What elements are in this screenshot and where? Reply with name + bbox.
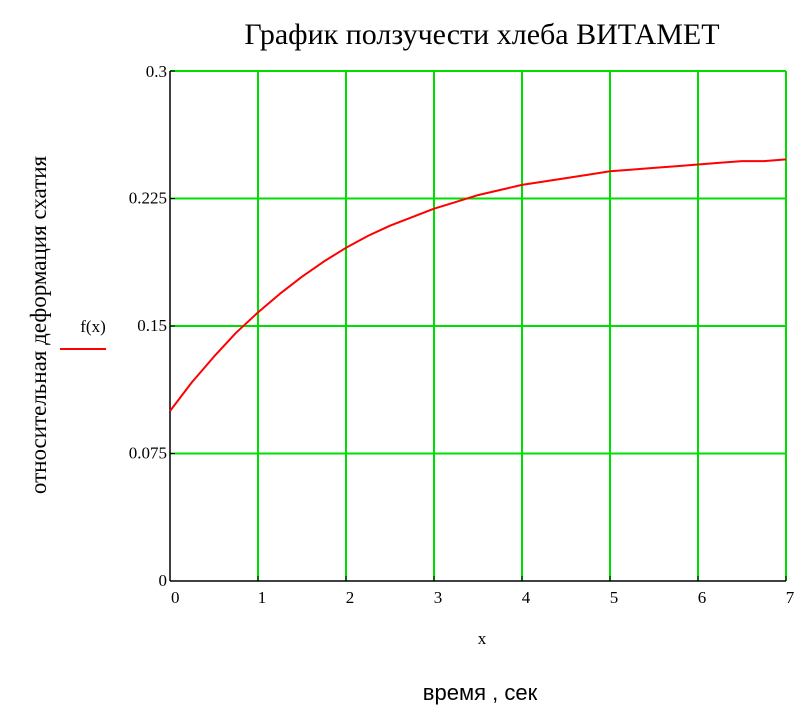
- y-tick-label: 0.075: [129, 444, 167, 463]
- series-line-0: [169, 158, 787, 412]
- y-tick-label: 0: [159, 571, 168, 590]
- x-tick-label: 7: [786, 588, 795, 607]
- x-tick-label: 3: [434, 588, 443, 607]
- legend-label: f(x): [80, 317, 105, 336]
- x-tick-label: 0: [171, 588, 180, 607]
- y-tick-label: 0.15: [137, 316, 167, 335]
- y-axis-label: относительная деформация схатия: [26, 155, 51, 494]
- x-tick-label: 1: [258, 588, 267, 607]
- chart-title: График ползучести хлеба ВИТАМЕТ: [244, 18, 719, 51]
- x-tick-label: 4: [522, 588, 531, 607]
- x-tick-label: 5: [610, 588, 619, 607]
- x-tick-label: 6: [698, 588, 707, 607]
- series-layer: [169, 158, 787, 412]
- x-axis-label: время , сек: [423, 680, 538, 705]
- y-tick-label: 0.3: [146, 62, 167, 81]
- axes: [169, 70, 787, 582]
- grid: [170, 70, 787, 581]
- x-variable-label: x: [478, 629, 487, 648]
- tick-labels: 0 1 2 3 4 5 6 7 0 0.075 0.15 0.225 0.3: [129, 62, 795, 607]
- y-tick-label: 0.225: [129, 189, 167, 208]
- x-tick-label: 2: [346, 588, 355, 607]
